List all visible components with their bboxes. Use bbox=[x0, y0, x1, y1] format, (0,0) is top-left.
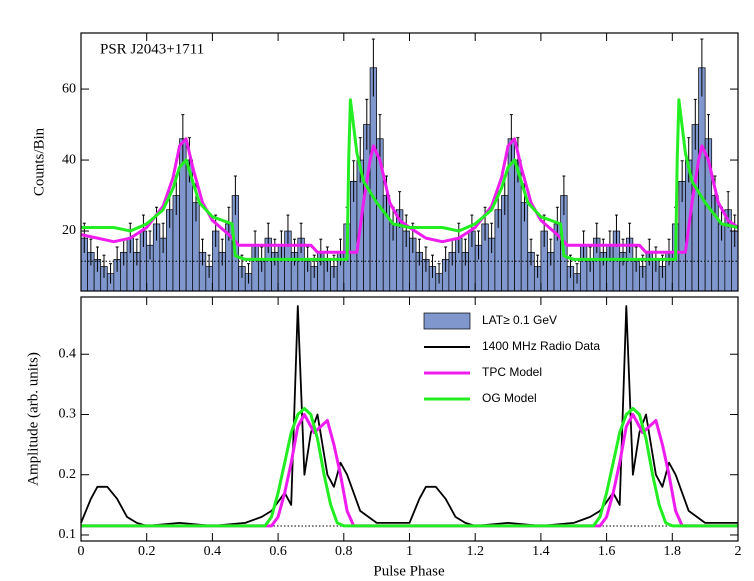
y-tick-label: 60 bbox=[62, 81, 76, 96]
x-tick-label: 1.8 bbox=[664, 544, 682, 559]
x-tick-label: 1.6 bbox=[598, 544, 616, 559]
x-tick-label: 0.4 bbox=[204, 544, 222, 559]
legend-label: OG Model bbox=[482, 391, 537, 405]
line bbox=[80, 305, 738, 527]
x-tick-label: 0.8 bbox=[335, 544, 353, 559]
y-tick-label: 0.1 bbox=[59, 527, 77, 542]
y-axis-label: Amplitude (arb. units) bbox=[25, 352, 41, 486]
y-tick-label: 20 bbox=[62, 223, 76, 238]
x-tick-label: 1.4 bbox=[532, 544, 550, 559]
legend-swatch bbox=[423, 312, 471, 330]
y-axis-label: Counts/Bin bbox=[31, 127, 47, 196]
y-tick-label: 0.3 bbox=[59, 407, 77, 422]
y-tick-label: 0.4 bbox=[59, 346, 77, 361]
legend-label: LAT≥ 0.1 GeV bbox=[482, 313, 557, 327]
x-tick-label: 0 bbox=[78, 544, 85, 559]
bar bbox=[369, 67, 377, 292]
x-axis-label: Pulse Phase bbox=[373, 563, 445, 579]
line bbox=[81, 407, 738, 528]
y-tick-label: 0.2 bbox=[59, 467, 77, 482]
legend-label: 1400 MHz Radio Data bbox=[482, 339, 600, 353]
bar bbox=[698, 67, 706, 292]
annotation: PSR J2043+1711 bbox=[100, 41, 204, 57]
x-tick-label: 1 bbox=[406, 544, 413, 559]
legend-label: TPC Model bbox=[482, 365, 542, 379]
x-tick-label: 0.6 bbox=[269, 544, 287, 559]
x-tick-label: 1.2 bbox=[466, 544, 484, 559]
y-tick-label: 40 bbox=[62, 152, 76, 167]
line bbox=[81, 98, 739, 261]
x-tick-label: 0.2 bbox=[138, 544, 156, 559]
x-tick-label: 2 bbox=[735, 544, 742, 559]
